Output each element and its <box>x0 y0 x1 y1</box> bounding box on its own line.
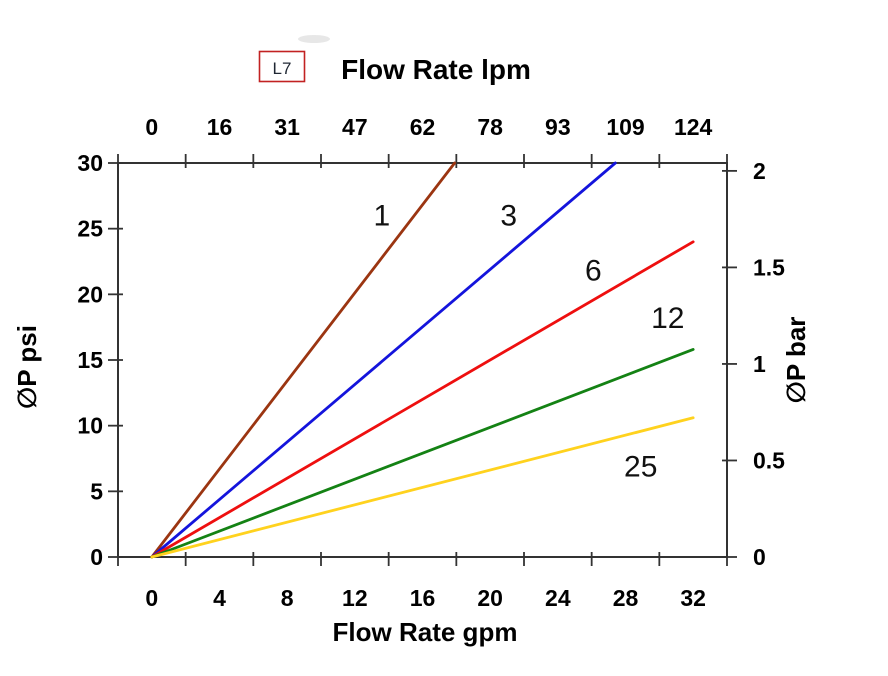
y-axis-title-left: ∅P psi <box>12 325 42 409</box>
y-tick-label-left: 5 <box>90 478 103 504</box>
y-axis-title-right: ∅P bar <box>781 317 811 404</box>
x-tick-label-bottom: 12 <box>342 585 368 611</box>
plot-area: 0041683112471662207824932810932124051015… <box>77 114 785 611</box>
y-tick-label-left: 15 <box>77 347 103 373</box>
smudge-artifact <box>298 35 330 43</box>
y-tick-label-right: 0 <box>753 544 766 570</box>
x-tick-label-top: 124 <box>674 114 713 140</box>
x-tick-label-bottom: 0 <box>145 585 158 611</box>
x-tick-label-top: 78 <box>477 114 503 140</box>
series-label-3: 3 <box>500 200 517 233</box>
series-label-6: 6 <box>585 255 602 288</box>
x-tick-label-bottom: 32 <box>680 585 706 611</box>
series-line-6 <box>150 240 695 559</box>
x-tick-label-bottom: 24 <box>545 585 571 611</box>
series-label-25: 25 <box>624 450 657 483</box>
x-tick-label-top: 0 <box>145 114 158 140</box>
y-tick-label-left: 10 <box>77 413 103 439</box>
x-tick-label-top: 16 <box>207 114 233 140</box>
plot-border <box>117 162 728 558</box>
series-line-25 <box>150 416 695 559</box>
badge: L7 <box>258 50 306 83</box>
x-tick-label-bottom: 28 <box>613 585 639 611</box>
y-tick-label-left: 30 <box>77 150 103 176</box>
series-label-12: 12 <box>651 302 684 335</box>
y-tick-label-right: 1.5 <box>753 254 785 280</box>
series-line-3 <box>150 161 617 559</box>
x-tick-label-bottom: 8 <box>281 585 294 611</box>
series-line-12 <box>150 348 695 559</box>
x-tick-label-top: 109 <box>606 114 644 140</box>
x-tick-label-top: 93 <box>545 114 571 140</box>
x-tick-label-top: 47 <box>342 114 368 140</box>
badge-label: L7 <box>273 59 292 78</box>
x-tick-label-bottom: 20 <box>477 585 503 611</box>
y-tick-label-right: 2 <box>753 158 766 184</box>
chart-title: Flow Rate lpm <box>341 54 531 85</box>
y-tick-label-left: 25 <box>77 216 103 242</box>
y-tick-label-right: 0.5 <box>753 447 785 473</box>
y-tick-label-right: 1 <box>753 351 766 377</box>
y-tick-label-left: 20 <box>77 281 103 307</box>
x-tick-label-bottom: 4 <box>213 585 226 611</box>
y-tick-label-left: 0 <box>90 544 103 570</box>
x-tick-label-top: 31 <box>274 114 300 140</box>
badge-box <box>258 50 306 83</box>
x-tick-label-bottom: 16 <box>410 585 436 611</box>
x-axis-title-bottom: Flow Rate gpm <box>333 617 518 647</box>
series-label-1: 1 <box>374 200 391 233</box>
series-line-1 <box>150 161 457 559</box>
x-tick-label-top: 62 <box>410 114 436 140</box>
